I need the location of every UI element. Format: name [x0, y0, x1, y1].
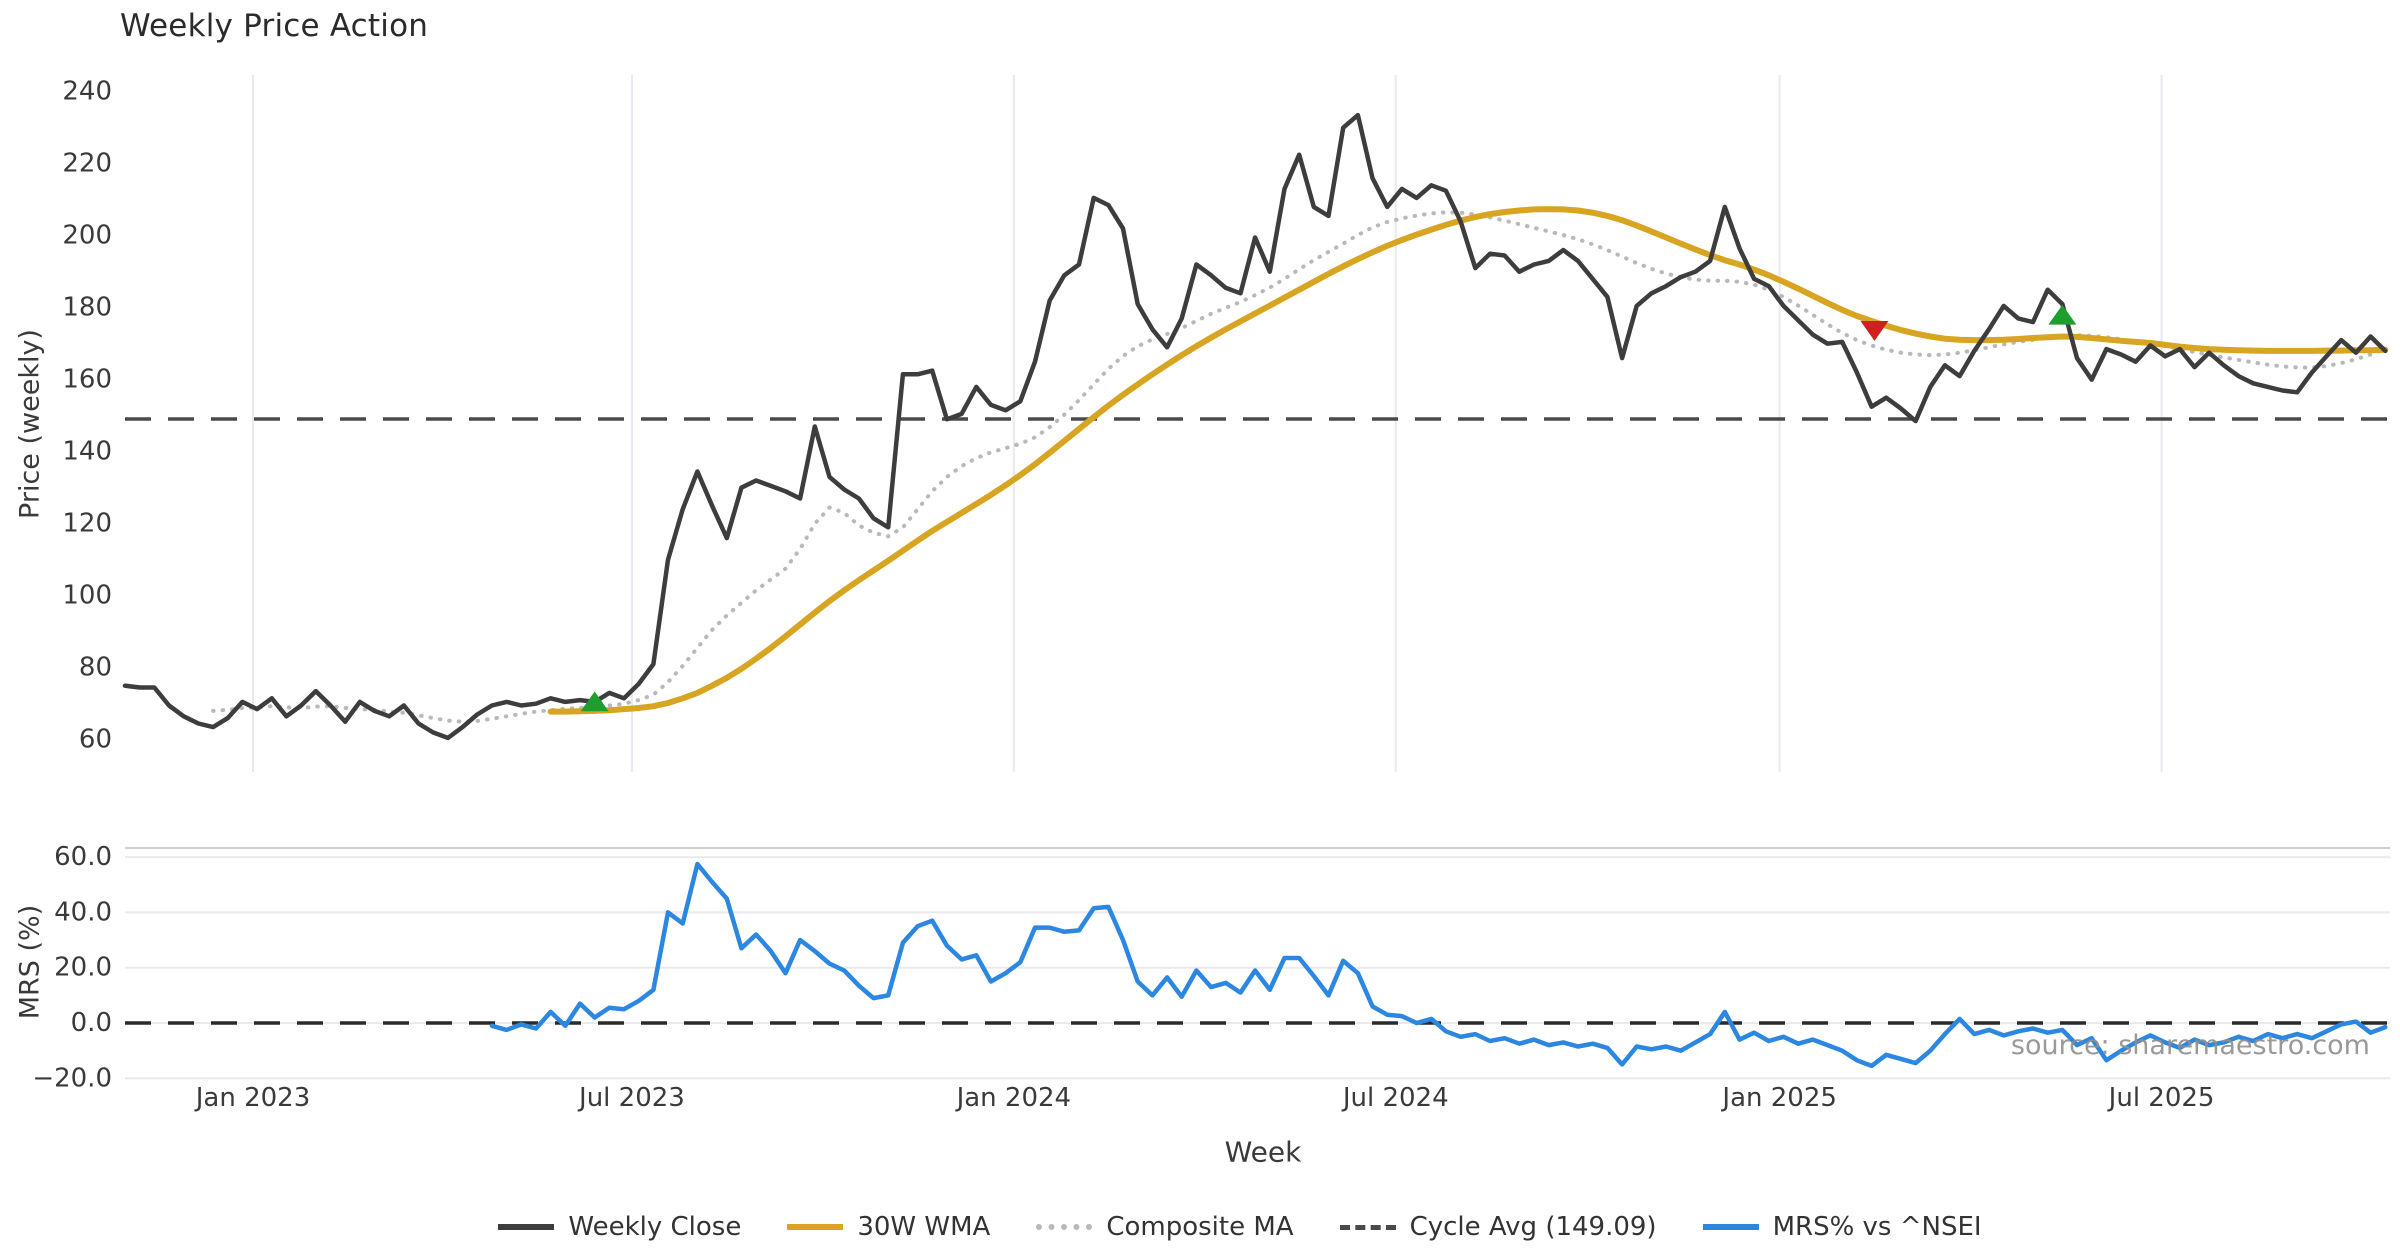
legend-item-weekly-close: Weekly Close — [498, 1212, 741, 1242]
x-tick-label: Jul 2025 — [2107, 1083, 2215, 1113]
mrs-ytick-label: 20.0 — [54, 953, 112, 983]
mrs-axis-label: MRS (%) — [14, 904, 46, 1020]
price-ytick-label: 100 — [62, 581, 112, 611]
wma30-line — [547, 206, 2389, 715]
legend-label: 30W WMA — [857, 1212, 991, 1242]
mrs-ytick-label: −20.0 — [32, 1063, 112, 1093]
legend-item-mrs: MRS% vs ^NSEI — [1702, 1212, 1982, 1242]
price-ytick-label: 220 — [62, 149, 112, 179]
legend-item-30w-wma: 30W WMA — [787, 1212, 990, 1242]
buy-signal-marker-icon — [580, 691, 609, 712]
legend: Weekly Close 30W WMA Composite MA Cycle … — [40, 1212, 2400, 1242]
legend-label: Composite MA — [1106, 1212, 1294, 1242]
chart-title: Weekly Price Action — [120, 8, 429, 44]
mrs-ytick-label: 40.0 — [54, 897, 112, 927]
x-tick-label: Jan 2025 — [1720, 1083, 1837, 1113]
legend-item-cycle-avg: Cycle Avg (149.09) — [1339, 1212, 1657, 1242]
x-tick-label: Jan 2024 — [955, 1083, 1072, 1113]
legend-label: MRS% vs ^NSEI — [1772, 1212, 1982, 1242]
mrs-line — [489, 861, 2388, 1069]
x-axis-label: Week — [1224, 1135, 1302, 1169]
weekly-close-line — [122, 112, 2388, 741]
legend-label: Weekly Close — [568, 1212, 742, 1242]
price-ytick-label: 80 — [79, 653, 112, 683]
price-ytick-label: 240 — [62, 77, 112, 107]
legend-item-composite-ma: Composite MA — [1036, 1212, 1294, 1242]
price-ytick-label: 60 — [79, 725, 112, 755]
mrs-line-swatch-icon — [1702, 1224, 1759, 1230]
composite-ma-swatch-icon — [1036, 1224, 1093, 1230]
x-tick-label: Jul 2023 — [577, 1083, 685, 1113]
weekly-close-line-swatch-icon — [498, 1224, 555, 1230]
x-tick-label: Jul 2024 — [1341, 1083, 1449, 1113]
mrs-ytick-label: 0.0 — [71, 1008, 112, 1038]
price-ytick-label: 180 — [62, 293, 112, 323]
x-tick-label: Jan 2023 — [194, 1083, 311, 1113]
price-ytick-label: 140 — [62, 437, 112, 467]
watermark: source: sharemaestro.com — [2010, 1030, 2370, 1061]
legend-label: Cycle Avg (149.09) — [1409, 1212, 1657, 1242]
sell-signal-marker-icon — [1860, 321, 1889, 341]
cycle-avg-swatch-icon — [1339, 1224, 1396, 1230]
price-ytick-label: 120 — [62, 509, 112, 539]
mrs-ytick-label: 60.0 — [54, 842, 112, 872]
wma-line-swatch-icon — [787, 1224, 844, 1230]
price-ytick-label: 200 — [62, 221, 112, 251]
price-ytick-label: 160 — [62, 365, 112, 395]
price-axis-label: Price (weekly) — [14, 329, 46, 519]
buy-signal-marker-icon — [2048, 304, 2077, 325]
